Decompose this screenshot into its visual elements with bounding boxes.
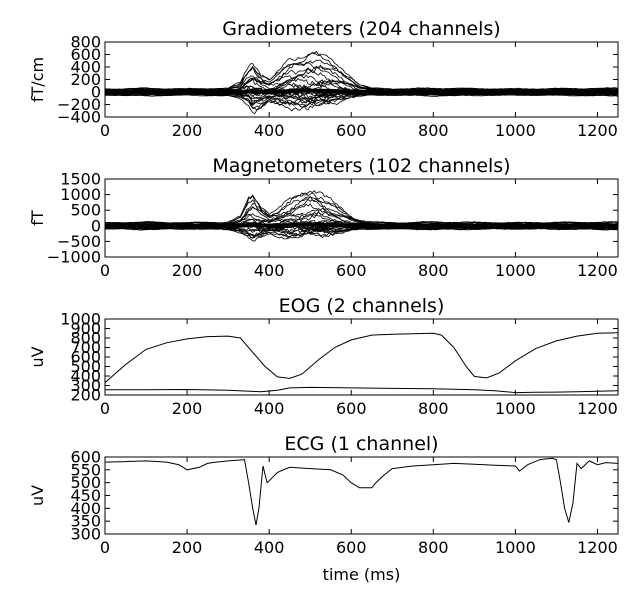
y-tick-label: 300	[70, 376, 101, 395]
y-tick-label: 200	[70, 386, 101, 405]
panel-0: 0 200 400 600 800 1000 1200−400−20002004006008…	[28, 18, 619, 140]
x-tick-label: 200	[172, 261, 203, 280]
chart-title: ECG (1 channel)	[284, 433, 438, 455]
x-tick-label: 800	[418, 121, 449, 140]
chart-title: EOG (2 channels)	[279, 295, 445, 317]
y-tick-label: 800	[70, 33, 101, 52]
x-tick-label: 1200	[577, 121, 618, 140]
y-tick-label: 1000	[60, 310, 101, 329]
y-tick-label: 600	[70, 448, 101, 467]
series-line	[105, 228, 618, 240]
y-tick-label: −500	[57, 232, 101, 251]
x-tick-label: 0	[100, 261, 110, 280]
y-tick-label: 200	[70, 70, 101, 89]
x-tick-label: 800	[418, 261, 449, 280]
x-tick-label: 200	[172, 538, 203, 557]
x-tick-label: 400	[254, 261, 285, 280]
panel-2: 0 200 400 600 800 1000 12002003004005006007008…	[28, 295, 619, 418]
x-tick-label: 200	[172, 121, 203, 140]
x-tick-label: 1200	[577, 261, 618, 280]
y-tick-label: 700	[70, 338, 101, 357]
x-tick-label: 800	[418, 538, 449, 557]
x-tick-label: 600	[336, 538, 367, 557]
axes-frame	[104, 178, 619, 258]
x-tick-label: 1200	[577, 399, 618, 418]
series-line	[105, 94, 618, 115]
y-tick-label: 300	[70, 525, 101, 544]
y-tick-label: 400	[70, 367, 101, 386]
y-tick-label: 550	[70, 460, 101, 479]
series-line	[105, 61, 618, 91]
x-tick-label: 0	[100, 538, 110, 557]
series-line	[105, 190, 618, 224]
y-tick-label: 0	[91, 83, 101, 102]
x-tick-label: 1000	[495, 399, 536, 418]
y-tick-label: 1000	[60, 185, 101, 204]
x-tick-label: 600	[336, 399, 367, 418]
y-tick-label: 500	[70, 201, 101, 220]
series-line	[105, 457, 618, 526]
y-tick-label: 400	[70, 58, 101, 77]
axes-frame	[104, 318, 619, 396]
x-tick-label: 1000	[495, 261, 536, 280]
y-tick-label: −200	[57, 95, 101, 114]
series-line	[105, 93, 618, 111]
x-tick-label: 1000	[495, 538, 536, 557]
series-line	[105, 93, 618, 107]
y-axis-label: fT	[28, 210, 47, 226]
y-tick-label: −400	[57, 108, 101, 127]
y-axis-label: uV	[28, 346, 47, 367]
series-line	[105, 386, 618, 394]
x-tick-label: 0	[100, 121, 110, 140]
x-tick-label: 400	[254, 538, 285, 557]
y-tick-label: 500	[70, 473, 101, 492]
y-tick-label: −1000	[47, 248, 101, 267]
series-line	[105, 88, 618, 94]
y-tick-label: 800	[70, 329, 101, 348]
y-tick-label: 450	[70, 486, 101, 505]
x-tick-label: 1000	[495, 121, 536, 140]
panel-3: 0 200 400 600 800 1000 12003003504004505005506…	[28, 433, 619, 584]
panel-1: 0 200 400 600 800 1000 1200−1000−5000500100015…	[28, 155, 619, 280]
plot-area	[105, 457, 618, 526]
y-tick-label: 1500	[60, 170, 101, 189]
x-tick-label: 600	[336, 121, 367, 140]
series-line	[105, 196, 618, 225]
x-tick-label: 600	[336, 261, 367, 280]
series-line	[105, 227, 618, 242]
y-tick-label: 600	[70, 45, 101, 64]
chart-title: Gradiometers (204 channels)	[222, 18, 500, 40]
series-line	[105, 222, 618, 228]
x-axis-label: time (ms)	[323, 565, 401, 584]
y-tick-label: 400	[70, 499, 101, 518]
y-tick-label: 900	[70, 319, 101, 338]
x-tick-label: 400	[254, 121, 285, 140]
plot-area	[105, 50, 618, 115]
y-axis-label: fT/cm	[28, 57, 47, 102]
plot-area	[105, 332, 618, 394]
y-tick-label: 600	[70, 348, 101, 367]
chart-title: Magnetometers (102 channels)	[212, 155, 510, 177]
series-line	[105, 196, 618, 225]
series-line	[105, 52, 618, 91]
x-tick-label: 1200	[577, 538, 618, 557]
axes-frame	[104, 456, 619, 535]
series-line	[105, 50, 618, 90]
x-tick-label: 200	[172, 399, 203, 418]
series-line	[105, 192, 618, 224]
y-tick-label: 350	[70, 512, 101, 531]
y-axis-label: uV	[28, 485, 47, 506]
series-line	[105, 332, 618, 383]
x-tick-label: 0	[100, 399, 110, 418]
series-line	[105, 93, 618, 109]
plot-area	[105, 190, 618, 242]
y-tick-label: 500	[70, 357, 101, 376]
y-tick-label: 0	[91, 216, 101, 235]
axes-frame	[104, 41, 619, 118]
x-tick-label: 800	[418, 399, 449, 418]
x-tick-label: 400	[254, 399, 285, 418]
